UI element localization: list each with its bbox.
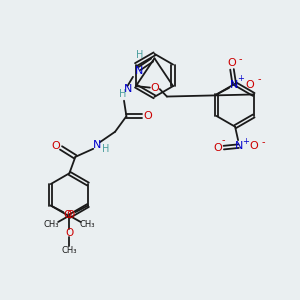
Text: O: O <box>213 142 222 153</box>
Text: O: O <box>51 140 60 151</box>
Text: O: O <box>151 82 159 93</box>
Text: H: H <box>136 50 143 60</box>
Text: -: - <box>221 135 225 145</box>
Text: O: O <box>228 58 236 68</box>
Text: O: O <box>246 80 254 90</box>
Text: O: O <box>250 141 259 151</box>
Text: -: - <box>257 74 261 85</box>
Text: CH₃: CH₃ <box>44 220 59 230</box>
Text: N: N <box>230 80 238 90</box>
Text: N: N <box>93 140 101 150</box>
Text: O: O <box>67 210 75 220</box>
Text: -: - <box>261 136 265 147</box>
Text: O: O <box>143 111 152 121</box>
Text: O: O <box>65 228 74 238</box>
Text: N: N <box>135 66 143 76</box>
Text: H: H <box>119 89 126 99</box>
Text: +: + <box>242 137 249 146</box>
Text: N: N <box>235 141 243 151</box>
Text: N: N <box>123 84 132 94</box>
Text: H: H <box>102 144 110 154</box>
Text: -: - <box>238 54 242 64</box>
Text: +: + <box>238 74 244 83</box>
Text: CH₃: CH₃ <box>80 220 95 230</box>
Text: CH₃: CH₃ <box>61 246 77 255</box>
Text: O: O <box>64 210 72 220</box>
